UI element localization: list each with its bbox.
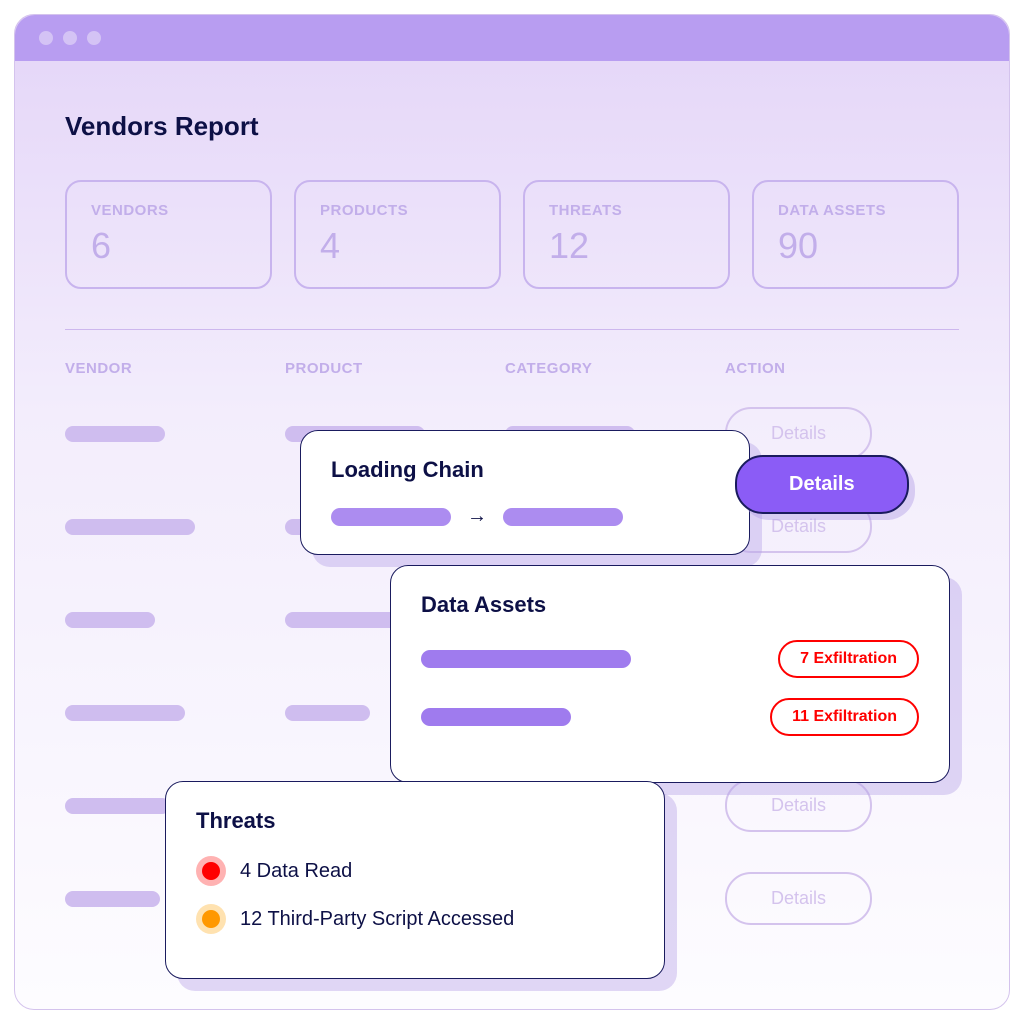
table-header: VENDOR PRODUCT CATEGORY ACTION (65, 360, 959, 377)
details-button[interactable]: Details (725, 779, 872, 832)
stat-card-products[interactable]: PRODUCTS 4 (294, 180, 501, 289)
titlebar (15, 15, 1009, 61)
threat-row: 4 Data Read (196, 856, 634, 886)
threat-row: 12 Third-Party Script Accessed (196, 904, 634, 934)
threat-label: 4 Data Read (240, 860, 352, 883)
data-assets-card: Data Assets 7 Exfiltration 11 Exfiltrati… (390, 565, 950, 783)
stat-value: 4 (320, 225, 475, 267)
threat-dot-inner (202, 910, 220, 928)
skeleton-bar (65, 519, 195, 535)
skeleton-bar (65, 426, 165, 442)
threat-dot-inner (202, 862, 220, 880)
asset-bar (421, 650, 631, 668)
threat-dot-icon (196, 904, 226, 934)
chain-row: → (331, 505, 719, 528)
asset-bar (421, 708, 571, 726)
stat-card-threats[interactable]: THREATS 12 (523, 180, 730, 289)
loading-chain-card: Loading Chain → (300, 430, 750, 555)
stat-label: PRODUCTS (320, 202, 475, 219)
data-assets-title: Data Assets (421, 592, 919, 618)
skeleton-bar (285, 705, 370, 721)
exfiltration-badge: 7 Exfiltration (778, 640, 919, 678)
threats-title: Threats (196, 808, 634, 834)
threat-dot-icon (196, 856, 226, 886)
header-category: CATEGORY (505, 360, 725, 377)
stat-card-vendors[interactable]: VENDORS 6 (65, 180, 272, 289)
arrow-icon: → (467, 505, 487, 528)
chain-node (503, 508, 623, 526)
traffic-light-yellow[interactable] (63, 31, 77, 45)
stat-card-data-assets[interactable]: DATA ASSETS 90 (752, 180, 959, 289)
details-button[interactable]: Details (735, 455, 909, 514)
stat-label: DATA ASSETS (778, 202, 933, 219)
page-title: Vendors Report (65, 111, 959, 142)
divider (65, 329, 959, 330)
chain-node (331, 508, 451, 526)
asset-row: 11 Exfiltration (421, 698, 919, 736)
skeleton-bar (65, 891, 160, 907)
stat-label: VENDORS (91, 202, 246, 219)
skeleton-bar (65, 798, 170, 814)
header-vendor: VENDOR (65, 360, 285, 377)
traffic-light-green[interactable] (87, 31, 101, 45)
asset-row: 7 Exfiltration (421, 640, 919, 678)
stats-row: VENDORS 6 PRODUCTS 4 THREATS 12 DATA ASS… (65, 180, 959, 289)
header-product: PRODUCT (285, 360, 505, 377)
traffic-light-red[interactable] (39, 31, 53, 45)
skeleton-bar (65, 705, 185, 721)
exfiltration-badge: 11 Exfiltration (770, 698, 919, 736)
stat-label: THREATS (549, 202, 704, 219)
stat-value: 12 (549, 225, 704, 267)
skeleton-bar (285, 612, 405, 628)
details-button[interactable]: Details (725, 872, 872, 925)
threat-label: 12 Third-Party Script Accessed (240, 908, 514, 931)
browser-window: Vendors Report VENDORS 6 PRODUCTS 4 THRE… (14, 14, 1010, 1010)
stat-value: 90 (778, 225, 933, 267)
threats-card: Threats 4 Data Read 12 Third-Party Scrip… (165, 781, 665, 979)
stat-value: 6 (91, 225, 246, 267)
header-action: ACTION (725, 360, 959, 377)
loading-chain-title: Loading Chain (331, 457, 719, 483)
skeleton-bar (65, 612, 155, 628)
